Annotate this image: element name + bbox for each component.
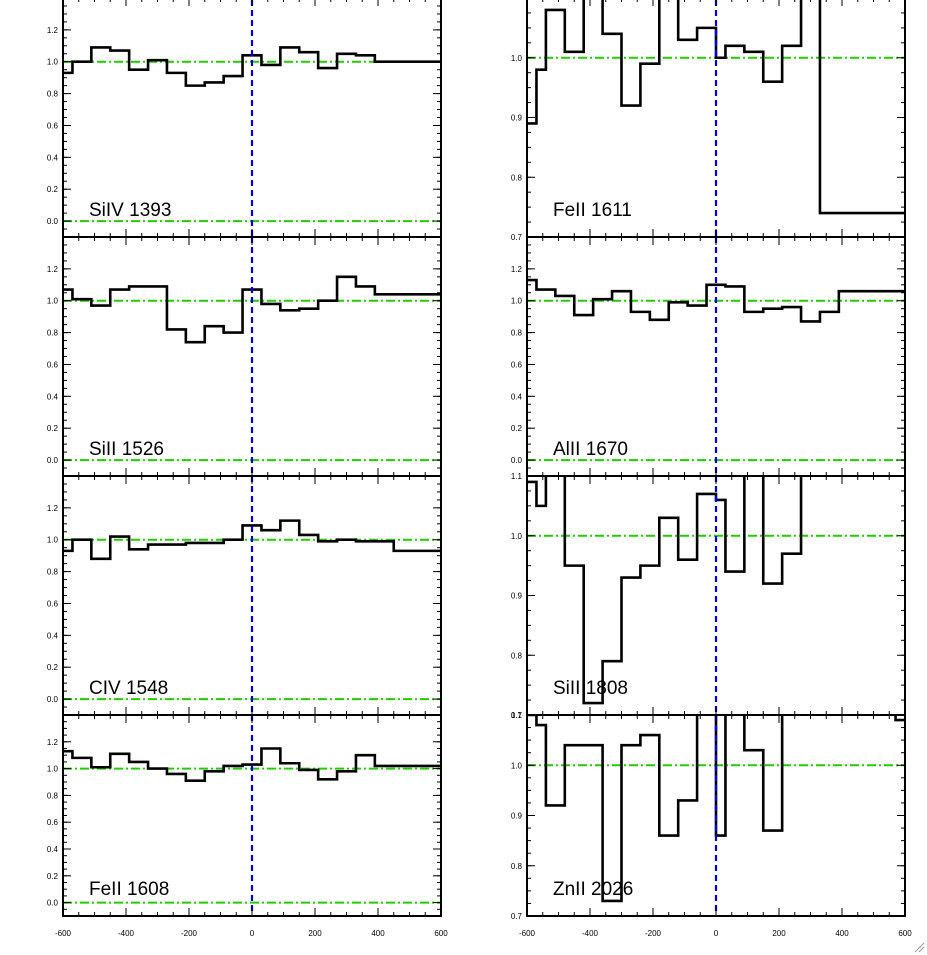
spectrum-step-line: [63, 519, 441, 561]
spectrum-step-line: [63, 275, 441, 344]
panel-plot-area: [527, 0, 905, 237]
y-tick-label: 0.9: [511, 812, 523, 821]
x-tick-label: 0: [250, 929, 255, 938]
panel-plot-area: [527, 237, 905, 476]
y-tick-label: 1.1: [511, 711, 523, 720]
y-tick-label: 1.0: [47, 536, 59, 545]
x-tick-label: 0: [714, 929, 719, 938]
ion-label: CIV 1548: [89, 678, 168, 699]
y-tick-label: 1.0: [511, 297, 523, 306]
y-tick-label: 1.2: [47, 26, 59, 35]
y-tick-label: 0.0: [47, 695, 59, 704]
y-tick-label: 0.7: [511, 711, 523, 720]
y-tick-label: 1.0: [47, 765, 59, 774]
x-tick-label: -200: [645, 929, 662, 938]
y-tick-label: 1.0: [511, 532, 523, 541]
panel-siii-1526: 0.0 0.2 0.4 0.6 0.8 1.0 1.2 SiII 1526: [47, 236, 442, 477]
ion-label: FeII 1608: [89, 879, 169, 900]
y-tick-label: 0.8: [511, 862, 523, 871]
y-tick-label: 0.6: [511, 360, 523, 369]
spectrum-step-line: [527, 476, 803, 705]
y-tick-label: 0.8: [47, 791, 59, 800]
y-tick-label: 0.6: [47, 121, 59, 130]
y-tick-label: 0.2: [47, 872, 59, 881]
y-tick-label: 0.9: [511, 592, 523, 601]
spectrum-step-line: [63, 747, 441, 782]
ion-label: FeII 1611: [553, 200, 632, 221]
spectrum-step-line: [527, 278, 905, 323]
x-tick-label: 400: [835, 929, 849, 938]
spectrum-step-line: [63, 46, 441, 87]
y-tick-label: 1.0: [511, 54, 523, 63]
panel-plot-area: [527, 476, 905, 715]
panel-plot-area: [63, 715, 441, 916]
y-tick-label: 0.8: [47, 329, 59, 338]
x-tick-label: -400: [118, 929, 135, 938]
panel-plot-area: [63, 476, 441, 715]
panel-civ-1548: 0.0 0.2 0.4 0.6 0.8 1.0 1.2 CIV 1548: [47, 475, 442, 716]
y-tick-label: 0.0: [47, 899, 59, 908]
y-tick-label: 0.4: [47, 631, 59, 640]
x-tick-label: 600: [898, 929, 912, 938]
y-tick-label: 0.4: [47, 845, 59, 854]
panel-plot-area: [63, 0, 441, 237]
y-tick-label: 0.7: [511, 912, 523, 921]
y-tick-label: 0.8: [511, 329, 523, 338]
y-tick-label: 0.4: [47, 392, 59, 401]
spectrum-step-line: [527, 715, 905, 903]
y-tick-label: 0.8: [47, 90, 59, 99]
x-tick-label: -400: [582, 929, 599, 938]
panel-siiv-1393: 0.0 0.2 0.4 0.6 0.8 1.0 1.2 SiIV 1393: [47, 0, 442, 238]
y-tick-label: 0.2: [511, 424, 523, 433]
panel-plot-area: [63, 237, 441, 476]
y-tick-label: 0.6: [47, 818, 59, 827]
y-tick-label: 1.2: [47, 738, 59, 747]
x-tick-label: -600: [55, 929, 72, 938]
resize-grip-icon[interactable]: [913, 941, 925, 953]
y-tick-label: 0.9: [511, 114, 523, 123]
ion-label: AlII 1670: [553, 439, 628, 460]
y-tick-label: 1.0: [511, 761, 523, 770]
panel-znii-2026: 0.7 0.8 0.9 1.0 1.1 -600 -400 -200 0 200 400 600 ZnI…: [511, 711, 912, 938]
y-tick-label: 0.2: [47, 185, 59, 194]
x-tick-label: -200: [181, 929, 198, 938]
spectrum-step-line: [527, 0, 905, 215]
ion-label: SiII 1808: [553, 678, 628, 699]
y-tick-label: 0.8: [47, 568, 59, 577]
y-tick-label: 1.0: [47, 297, 59, 306]
y-tick-label: 1.1: [511, 472, 523, 481]
y-tick-label: 0.8: [511, 173, 523, 182]
y-tick-label: 0.0: [47, 217, 59, 226]
panel-alii-1670: 0.0 0.2 0.4 0.6 0.8 1.0 1.2 AlII 1670: [511, 236, 906, 477]
ion-label: SiII 1526: [89, 439, 164, 460]
ion-label: SiIV 1393: [89, 200, 171, 221]
y-tick-label: 0.2: [47, 424, 59, 433]
y-tick-label: 0.6: [47, 360, 59, 369]
x-tick-label: -600: [519, 929, 536, 938]
panel-feii-1608: 0.0 0.2 0.4 0.6 0.8 1.0 1.2 -600 -400 -200 0 200 400…: [47, 714, 448, 938]
y-tick-label: 1.2: [47, 265, 59, 274]
y-tick-label: 0.8: [511, 651, 523, 660]
y-tick-label: 1.2: [511, 265, 523, 274]
panel-feii-1611: 0.7 0.8 0.9 1.0 FeII 1611: [511, 0, 906, 242]
x-tick-label: 200: [308, 929, 322, 938]
y-tick-label: 1.2: [47, 504, 59, 513]
panel-plot-area: [527, 715, 905, 916]
x-tick-label: 600: [434, 929, 448, 938]
x-tick-label: 400: [371, 929, 385, 938]
y-tick-label: 0.7: [511, 233, 523, 242]
y-tick-label: 0.4: [511, 392, 523, 401]
y-tick-label: 0.6: [47, 599, 59, 608]
y-tick-label: 1.0: [47, 58, 59, 67]
y-tick-label: 0.4: [47, 153, 59, 162]
y-tick-label: 0.0: [47, 456, 59, 465]
y-tick-label: 0.2: [47, 663, 59, 672]
y-tick-label: 0.0: [511, 456, 523, 465]
panel-siii-1808: 0.7 0.8 0.9 1.0 1.1 SiII 1808: [511, 472, 906, 720]
x-tick-label: 200: [772, 929, 786, 938]
ion-label: ZnII 2026: [553, 879, 633, 900]
